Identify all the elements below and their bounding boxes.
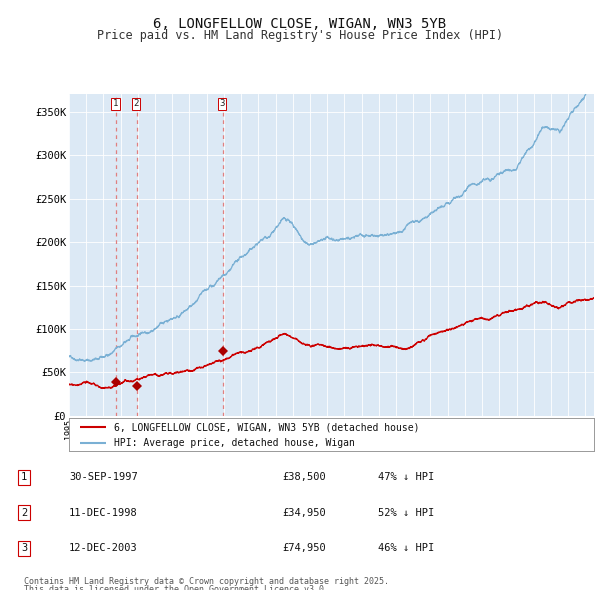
Text: 30-SEP-1997: 30-SEP-1997	[69, 473, 138, 482]
Text: Contains HM Land Registry data © Crown copyright and database right 2025.: Contains HM Land Registry data © Crown c…	[24, 577, 389, 586]
Text: 2: 2	[21, 508, 27, 517]
Text: 1: 1	[21, 473, 27, 482]
Text: 47% ↓ HPI: 47% ↓ HPI	[378, 473, 434, 482]
Text: £74,950: £74,950	[282, 543, 326, 553]
Text: 3: 3	[21, 543, 27, 553]
Text: 1: 1	[113, 99, 118, 108]
Text: This data is licensed under the Open Government Licence v3.0.: This data is licensed under the Open Gov…	[24, 585, 329, 590]
Text: 6, LONGFELLOW CLOSE, WIGAN, WN3 5YB: 6, LONGFELLOW CLOSE, WIGAN, WN3 5YB	[154, 17, 446, 31]
Text: 3: 3	[220, 99, 225, 108]
Text: £34,950: £34,950	[282, 508, 326, 517]
Text: 12-DEC-2003: 12-DEC-2003	[69, 543, 138, 553]
Text: 6, LONGFELLOW CLOSE, WIGAN, WN3 5YB (detached house): 6, LONGFELLOW CLOSE, WIGAN, WN3 5YB (det…	[113, 422, 419, 432]
Text: 52% ↓ HPI: 52% ↓ HPI	[378, 508, 434, 517]
Text: 11-DEC-1998: 11-DEC-1998	[69, 508, 138, 517]
Text: 2: 2	[133, 99, 139, 108]
Text: Price paid vs. HM Land Registry's House Price Index (HPI): Price paid vs. HM Land Registry's House …	[97, 30, 503, 42]
Text: 46% ↓ HPI: 46% ↓ HPI	[378, 543, 434, 553]
Text: £38,500: £38,500	[282, 473, 326, 482]
Text: HPI: Average price, detached house, Wigan: HPI: Average price, detached house, Wiga…	[113, 438, 355, 448]
